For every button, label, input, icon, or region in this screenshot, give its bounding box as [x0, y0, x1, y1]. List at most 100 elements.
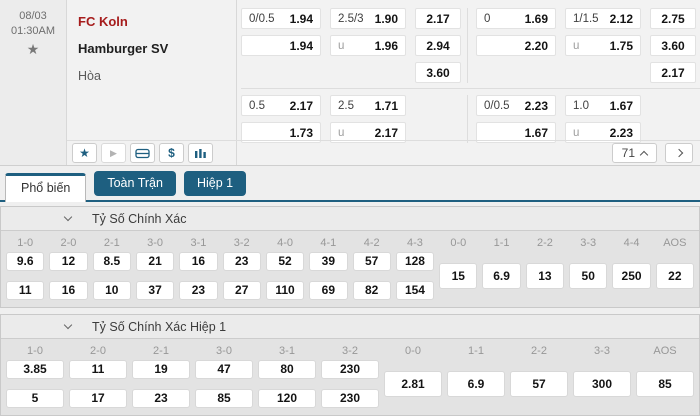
score-odds-cell[interactable]: 3.85 [6, 360, 64, 379]
1x2-odds-cell[interactable]: 3.60 [415, 62, 461, 83]
score-column: 0-0 15 [439, 236, 478, 300]
overunder-odds-cell[interactable]: 2.5 1.71 [330, 95, 406, 116]
favorite-button[interactable]: ★ [72, 143, 97, 163]
score-cells: 3.85 5 [6, 360, 64, 408]
handicap-odds-cell[interactable]: 1.94 [241, 35, 321, 56]
play-icon: ▶ [110, 147, 117, 158]
score-odds-cell[interactable]: 15 [439, 263, 478, 289]
score-odds-cell[interactable]: 230 [321, 389, 379, 408]
score-cells: 52 110 [265, 252, 305, 300]
overunder-odds-cell[interactable]: u 2.17 [330, 122, 406, 143]
score-odds-cell[interactable]: 47 [195, 360, 253, 379]
overunder-odds-cell[interactable]: u 2.23 [565, 122, 641, 143]
1x2-odds-cell[interactable]: 2.17 [415, 8, 461, 29]
money-line-button[interactable]: $ [159, 143, 184, 163]
score-odds-cell[interactable]: 230 [321, 360, 379, 379]
score-odds-cell[interactable]: 13 [525, 263, 565, 289]
score-odds-cell[interactable]: 11 [6, 281, 45, 300]
handicap-odds-cell[interactable]: 0/0.5 2.23 [476, 95, 556, 116]
score-odds-cell[interactable]: 154 [395, 281, 435, 300]
score-odds-cell[interactable]: 19 [132, 360, 190, 379]
pitch-view-button[interactable] [130, 143, 155, 163]
overunder-odds-cell[interactable]: 2.5/3 1.90 [330, 8, 406, 29]
score-odds-cell[interactable]: 23 [132, 389, 190, 408]
score-odds-cell[interactable]: 69 [309, 281, 348, 300]
score-odds-cell[interactable]: 16 [49, 281, 88, 300]
odds-value: 1.71 [374, 98, 398, 113]
chevron-down-icon [63, 212, 73, 222]
score-odds-cell[interactable]: 120 [258, 389, 316, 408]
overunder-odds-cell[interactable]: u 1.75 [565, 35, 641, 56]
statistics-button[interactable] [188, 143, 213, 163]
score-odds-cell[interactable]: 250 [612, 263, 651, 289]
handicap-odds-cell[interactable]: 2.20 [476, 35, 556, 56]
score-column: AOS 85 [636, 344, 694, 408]
score-header: 1-1 [468, 345, 484, 357]
market-count-toggle[interactable]: 71 [611, 143, 657, 163]
away-team-name[interactable]: Hamburger SV [78, 41, 169, 56]
section-header[interactable]: Tỷ Số Chính Xác [1, 207, 699, 231]
score-odds-cell[interactable]: 2.81 [384, 371, 442, 397]
overunder-odds-cell[interactable]: 1.0 1.67 [565, 95, 641, 116]
1x2-odds-cell[interactable]: 3.60 [650, 35, 696, 56]
score-odds-cell[interactable]: 39 [309, 252, 348, 271]
1x2-odds-cell[interactable]: 2.17 [650, 62, 696, 83]
tab-firsthalf[interactable]: Hiệp 1 [183, 171, 247, 196]
handicap-odds-cell[interactable]: 1.67 [476, 122, 556, 143]
score-column: 3-3 300 [573, 344, 631, 408]
score-odds-cell[interactable]: 27 [222, 281, 261, 300]
score-odds-cell[interactable]: 16 [179, 252, 218, 271]
goal-line: 1.0 [573, 99, 589, 112]
home-team-name[interactable]: FC Koln [78, 14, 128, 29]
score-odds-cell[interactable]: 82 [352, 281, 391, 300]
score-header: 3-2 [342, 345, 358, 357]
score-odds-cell[interactable]: 37 [135, 281, 175, 300]
overunder-odds-cell[interactable]: u 1.96 [330, 35, 406, 56]
live-play-button[interactable]: ▶ [101, 143, 126, 163]
handicap-odds-cell[interactable]: 0.5 2.17 [241, 95, 321, 116]
score-odds-cell[interactable]: 5 [6, 389, 64, 408]
score-odds-cell[interactable]: 8.5 [92, 252, 131, 271]
score-odds-cell[interactable]: 85 [636, 371, 694, 397]
score-odds-cell[interactable]: 23 [179, 281, 218, 300]
score-odds-cell[interactable]: 128 [395, 252, 435, 271]
score-header: 1-1 [493, 237, 510, 249]
handicap-odds-cell[interactable]: 1.73 [241, 122, 321, 143]
score-odds-cell[interactable]: 9.6 [6, 252, 45, 271]
tab-fulltime[interactable]: Toàn Trận [94, 171, 176, 196]
score-odds-cell[interactable]: 57 [352, 252, 391, 271]
next-button[interactable] [665, 143, 693, 163]
score-odds-cell[interactable]: 85 [195, 389, 253, 408]
score-odds-cell[interactable]: 6.9 [482, 263, 521, 289]
score-odds-cell[interactable]: 6.9 [447, 371, 505, 397]
score-odds-cell[interactable]: 50 [569, 263, 608, 289]
score-odds-cell[interactable]: 11 [69, 360, 127, 379]
score-column: 2-1 8.5 10 [92, 236, 131, 300]
handicap-odds-cell[interactable]: 0/0.5 1.94 [241, 8, 321, 29]
score-odds-cell[interactable]: 10 [92, 281, 131, 300]
dollar-icon: $ [168, 146, 175, 160]
score-odds-cell[interactable]: 22 [655, 263, 694, 289]
section-header[interactable]: Tỷ Số Chính Xác Hiệp 1 [1, 315, 699, 339]
score-odds-cell[interactable]: 52 [265, 252, 305, 271]
score-odds-cell[interactable]: 21 [135, 252, 175, 271]
handicap-odds-cell[interactable]: 0 1.69 [476, 8, 556, 29]
tab-popular[interactable]: Phổ biến [5, 173, 87, 202]
score-odds-cell[interactable]: 80 [258, 360, 316, 379]
score-odds-cell[interactable]: 23 [222, 252, 261, 271]
1x2-odds-cell[interactable]: 2.94 [415, 35, 461, 56]
odds-value: 2.12 [609, 11, 633, 26]
score-column: 0-0 2.81 [384, 344, 442, 408]
score-odds-cell[interactable]: 57 [510, 371, 568, 397]
score-header: AOS [653, 345, 677, 357]
score-odds-cell[interactable]: 110 [265, 281, 305, 300]
score-odds-cell[interactable]: 12 [49, 252, 88, 271]
score-odds-cell[interactable]: 17 [69, 389, 127, 408]
odds-value: 2.20 [524, 38, 548, 53]
score-cells: 250 [612, 252, 651, 300]
1x2-odds-cell[interactable]: 2.75 [650, 8, 696, 29]
favorite-star-icon[interactable]: ★ [26, 41, 40, 57]
score-column: 1-0 9.6 11 [6, 236, 45, 300]
score-odds-cell[interactable]: 300 [573, 371, 631, 397]
overunder-odds-cell[interactable]: 1/1.5 2.12 [565, 8, 641, 29]
